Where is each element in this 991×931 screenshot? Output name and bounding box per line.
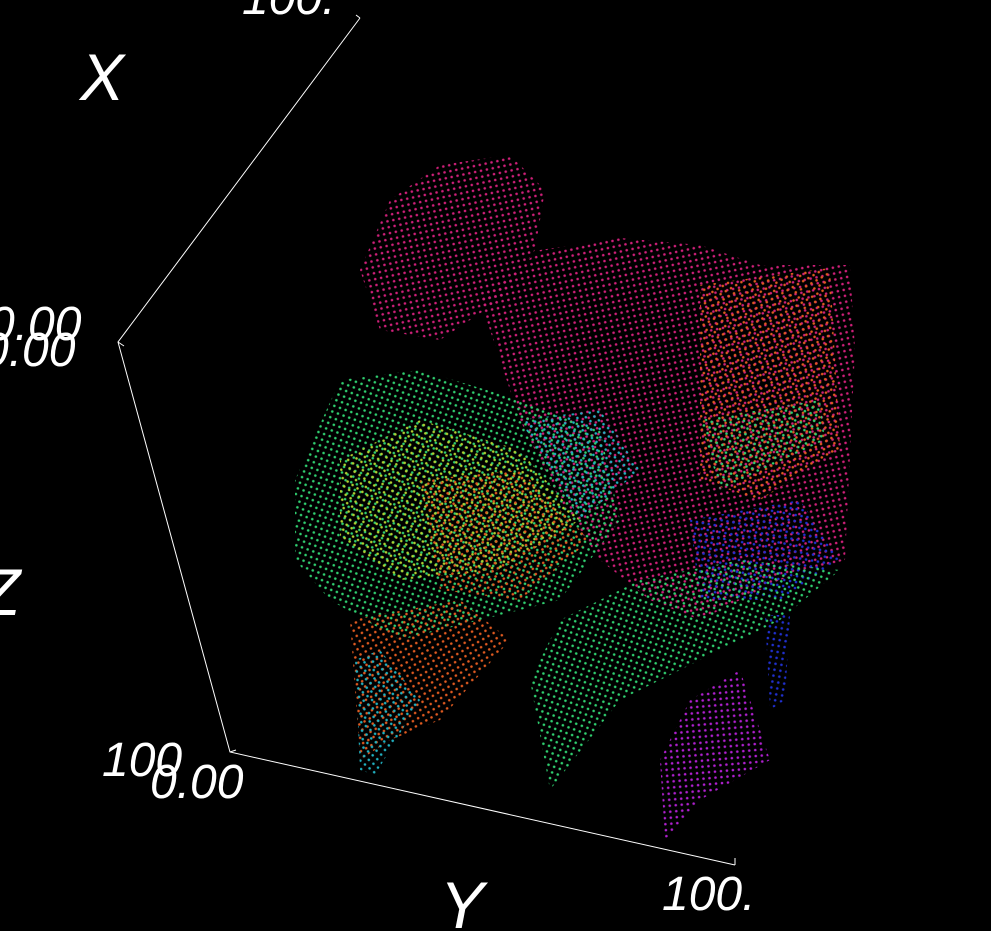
axis-label: Z: [0, 555, 23, 629]
cloud-region: [765, 615, 790, 710]
axis-line: [117, 17, 736, 866]
axis-tick: [229, 749, 237, 753]
tick-label: 100.: [242, 0, 335, 25]
cloud-region: [700, 400, 825, 490]
axes: [117, 14, 736, 866]
point-cloud: [295, 155, 855, 840]
tick-label: 0.00: [150, 756, 244, 809]
cloud-region: [355, 650, 420, 775]
tick-label: 0.00: [0, 298, 82, 351]
axis-label: X: [78, 40, 127, 114]
tick-label: 0.00: [0, 324, 76, 377]
axis-tick: [117, 341, 125, 347]
tick-label: 100.: [662, 868, 755, 921]
cloud-region: [660, 670, 770, 840]
cloud-region: [520, 410, 640, 520]
axis-tick: [355, 14, 361, 19]
cloud-region: [420, 470, 590, 600]
tick-label: 100: [102, 734, 182, 787]
axis-label: Y: [440, 868, 488, 931]
cloud-region: [530, 560, 840, 790]
labels: 100. X 0.00 0.00 Z 100 0.00 Y 100.: [0, 0, 755, 931]
